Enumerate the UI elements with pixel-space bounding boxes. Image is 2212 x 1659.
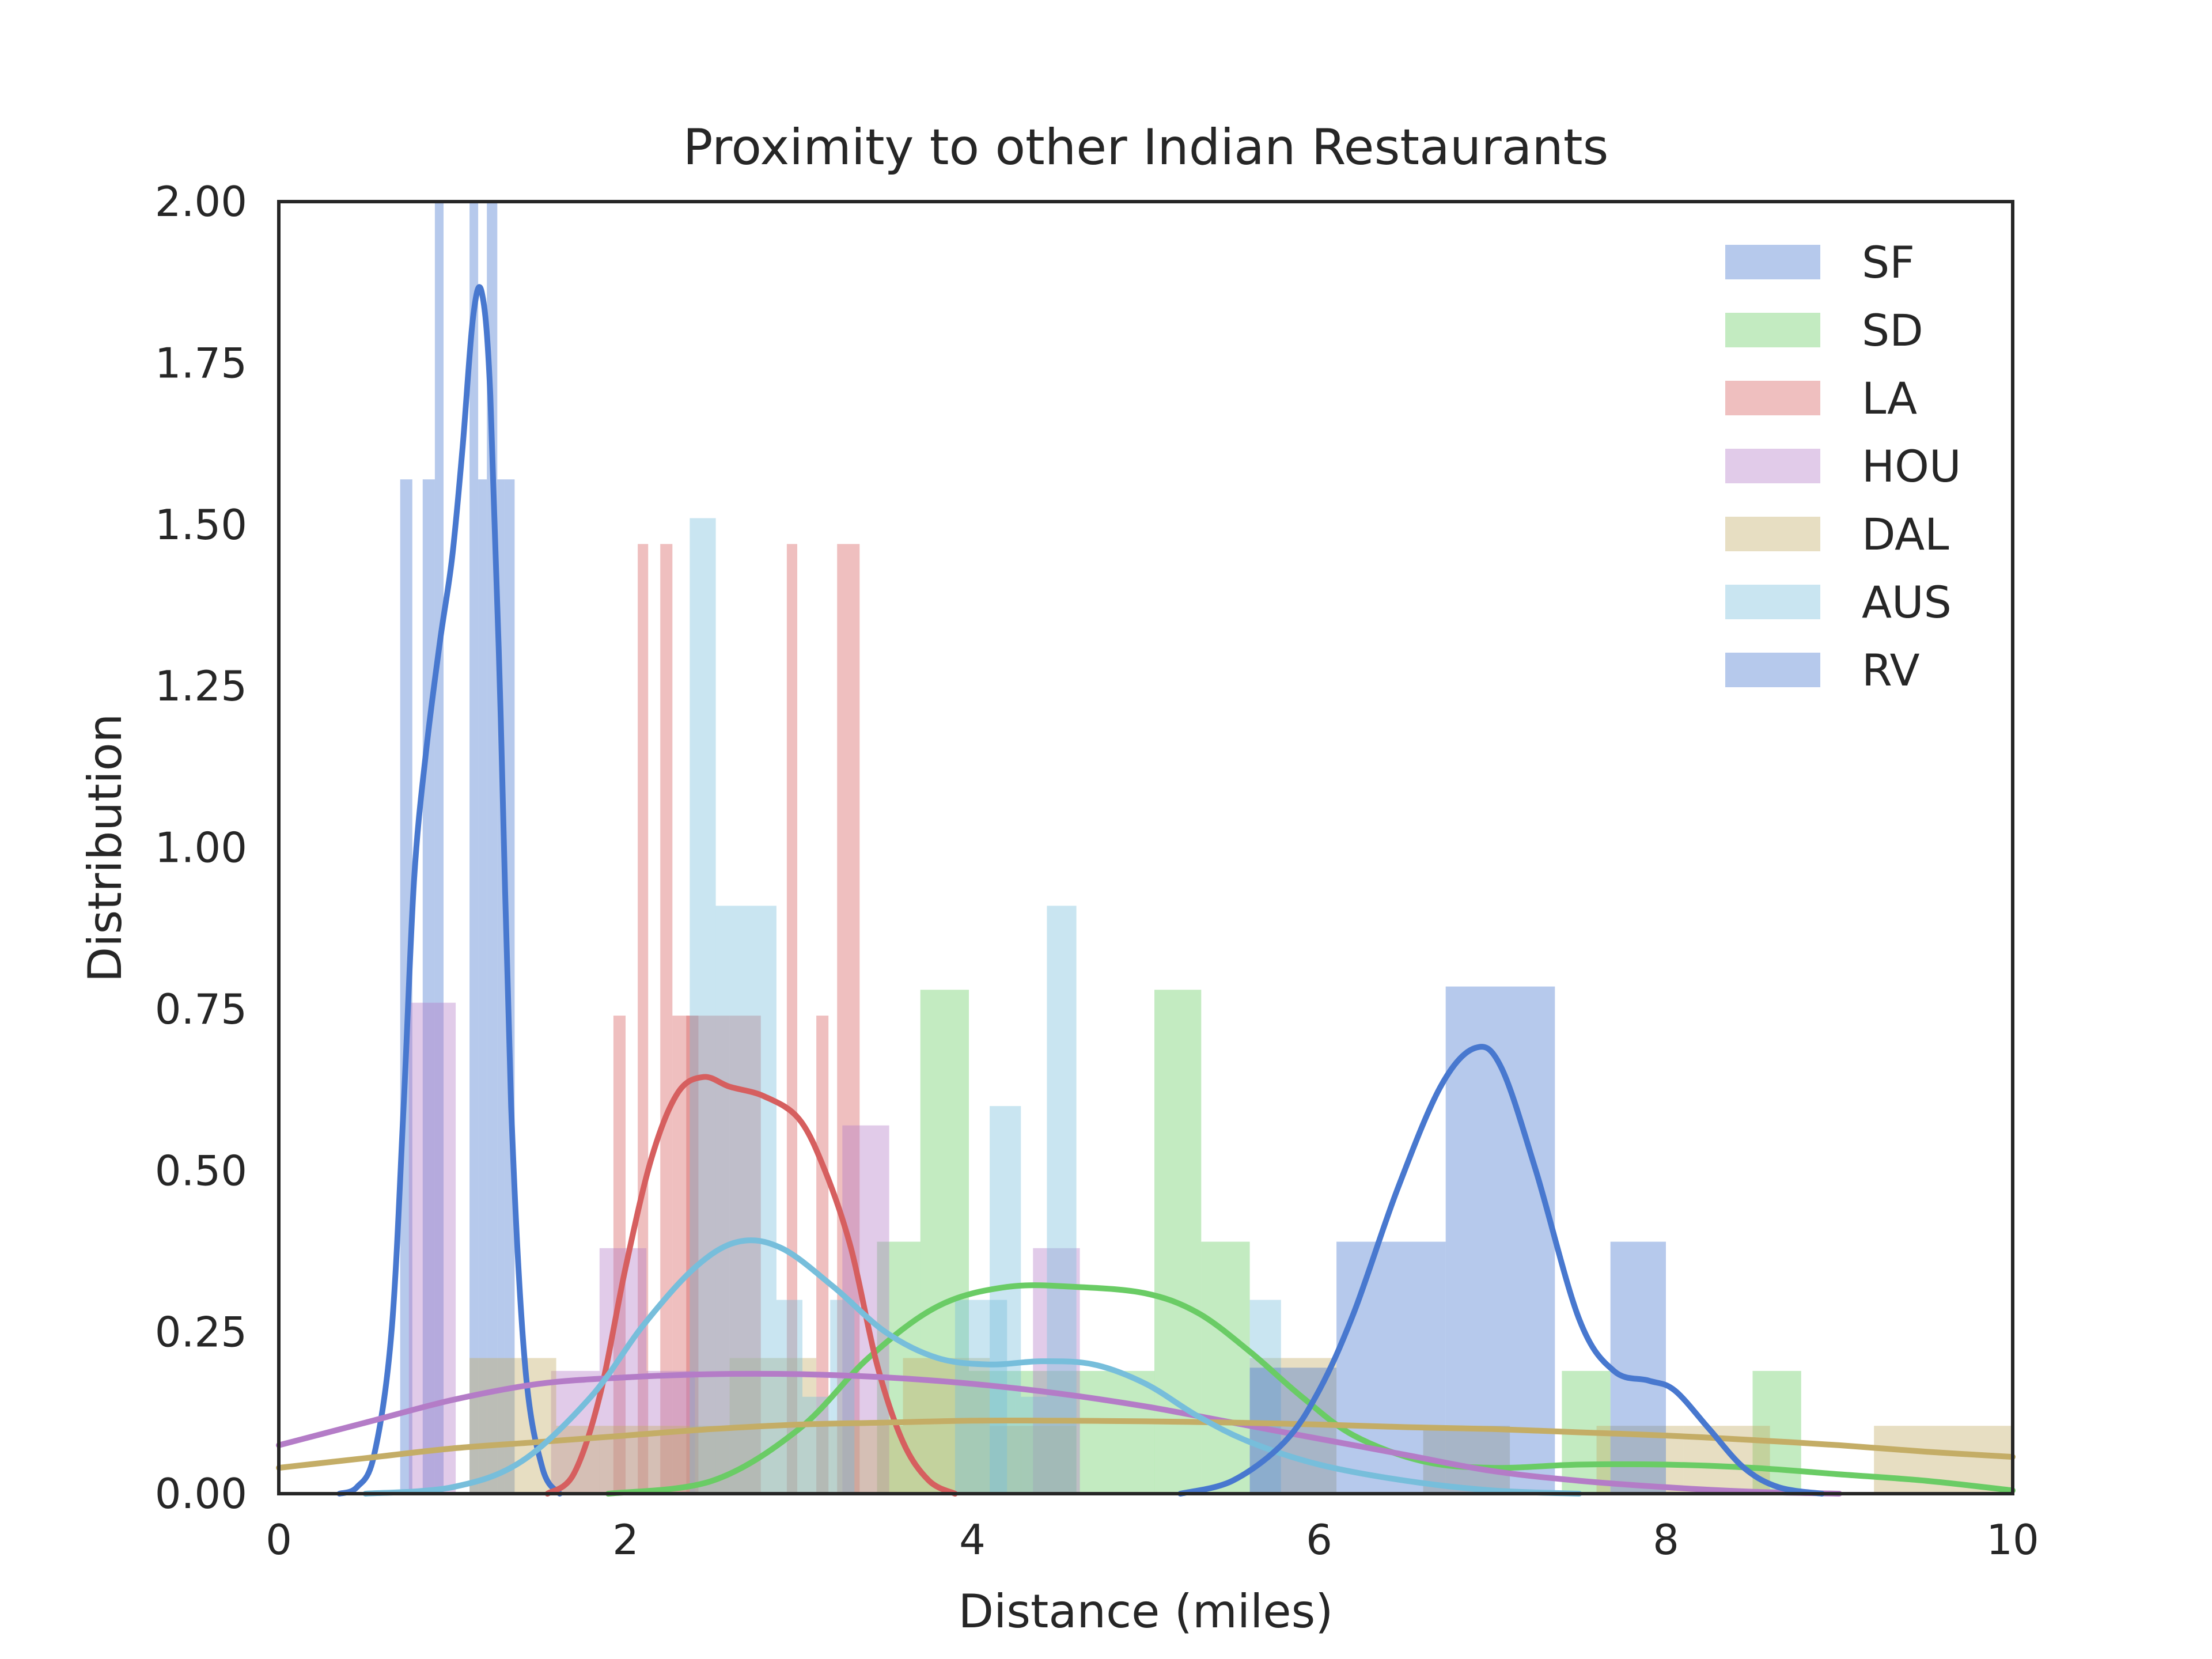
plot-frame: [277, 200, 2014, 1495]
legend-swatch-aus: [1725, 585, 1820, 619]
la-hist-bar: [660, 544, 673, 1494]
sd-hist-bar: [1201, 1241, 1250, 1494]
sd-hist-bar: [877, 1241, 921, 1494]
hou-kde-line: [276, 1370, 1842, 1497]
aus-hist-bar: [690, 518, 716, 1494]
sf-hist-bar: [469, 202, 479, 1494]
x-tick-label: 6: [1306, 1516, 1332, 1564]
y-tick-label: 1.75: [155, 339, 247, 387]
x-tick-label: 0: [266, 1516, 292, 1564]
rv-kde-line: [1177, 1044, 1825, 1497]
y-tick-label: 1.25: [155, 662, 247, 710]
legend-label-aus: AUS: [1862, 577, 1952, 628]
aus-kde-line: [362, 1237, 1582, 1497]
legend-label-dal: DAL: [1862, 509, 1949, 560]
chart-title: Proximity to other Indian Restaurants: [683, 119, 1609, 176]
x-tick-label: 10: [1986, 1516, 2039, 1564]
aus-hist-bar: [776, 1300, 802, 1494]
aus-hist-bar: [1047, 906, 1077, 1494]
aus-hist-bar: [715, 906, 777, 1494]
y-tick-label: 0.50: [155, 1146, 247, 1195]
y-tick-label: 0.25: [155, 1308, 247, 1357]
legend-label-la: LA: [1862, 373, 1917, 424]
y-tick-label: 0.00: [155, 1469, 247, 1518]
y-axis-ticks: 0.00 0.25 0.50 0.75 1.00 1.25 1.50 1.75 2.00: [155, 177, 247, 1518]
legend-label-sf: SF: [1862, 237, 1915, 288]
legend: SF SD LA HOU DAL AUS RV: [1725, 237, 1961, 696]
dal-hist-bar: [990, 1426, 1077, 1494]
rv-hist-bar: [1336, 1241, 1446, 1494]
x-tick-label: 2: [612, 1516, 639, 1564]
sd-hist-bar: [920, 990, 969, 1494]
la-kde-line: [544, 1074, 958, 1497]
dal-kde-line: [276, 1417, 2016, 1471]
la-hist-bar: [613, 1016, 626, 1494]
x-axis-ticks: 0 2 4 6 8 10: [266, 1516, 2039, 1564]
y-axis-label: Distribution: [78, 714, 132, 983]
la-hist-bar: [837, 544, 860, 1494]
legend-label-sd: SD: [1862, 305, 1923, 356]
legend-swatch-hou: [1725, 449, 1820, 483]
legend-swatch-rv: [1725, 653, 1820, 687]
dal-hist-bar: [816, 1426, 903, 1494]
aus-hist-bar: [955, 1300, 1007, 1494]
x-tick-label: 4: [959, 1516, 986, 1564]
rv-hist-bar: [1610, 1241, 1666, 1494]
aus-hist-bar: [990, 1106, 1021, 1494]
y-tick-label: 1.00: [155, 824, 247, 872]
sf-hist-bar: [434, 202, 444, 1494]
x-tick-label: 8: [1653, 1516, 1679, 1564]
hou-hist-bar: [408, 1002, 456, 1494]
sd-hist-bar: [969, 1370, 1016, 1494]
y-tick-label: 0.75: [155, 985, 247, 1033]
la-hist-bar: [638, 544, 649, 1494]
y-tick-label: 2.00: [155, 177, 247, 226]
la-hist-bar: [672, 1016, 730, 1494]
sd-kde-line: [605, 1282, 2016, 1497]
aus-hist-bar: [1021, 1396, 1047, 1494]
x-axis-label: Distance (miles): [959, 1585, 1334, 1638]
sf-kde-line: [336, 284, 563, 1497]
legend-label-hou: HOU: [1862, 441, 1961, 492]
sf-hist-bar: [478, 479, 487, 1494]
kde-curves: [276, 284, 2016, 1497]
legend-swatch-dal: [1725, 517, 1820, 551]
legend-swatch-sd: [1725, 313, 1820, 347]
y-tick-label: 1.50: [155, 501, 247, 549]
legend-label-rv: RV: [1862, 645, 1920, 696]
legend-swatch-la: [1725, 381, 1820, 415]
legend-swatch-sf: [1725, 245, 1820, 279]
